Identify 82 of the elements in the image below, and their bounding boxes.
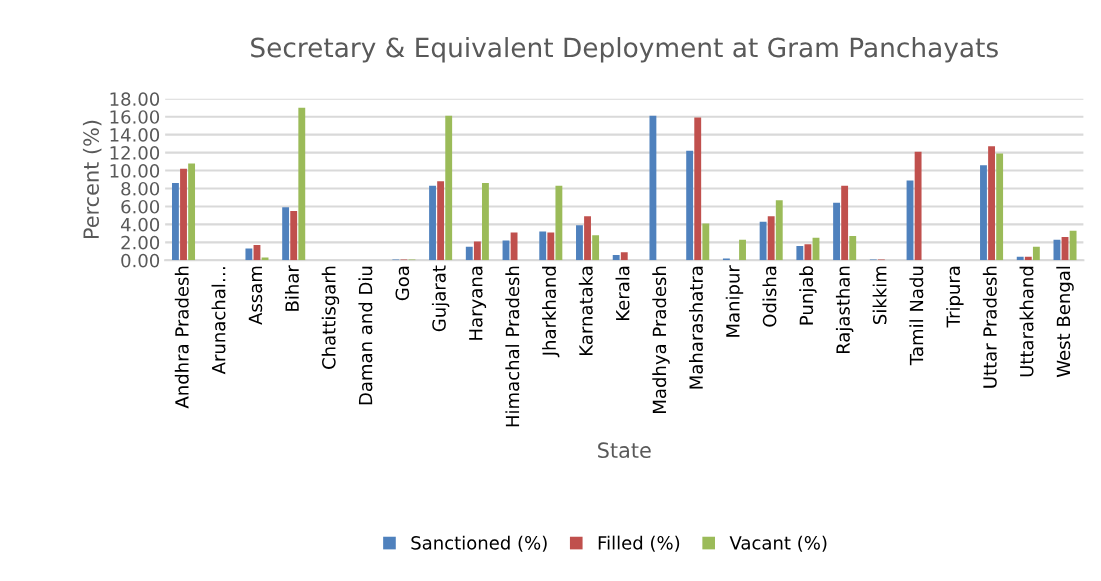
x-tick-label: Assam	[248, 266, 263, 325]
x-tick-label: Daman and Diu	[358, 266, 373, 405]
bar	[245, 248, 253, 261]
x-tick-label: Uttarakhand	[1019, 266, 1034, 377]
bar	[739, 239, 746, 261]
y-tick-label: 16.00	[110, 110, 160, 124]
y-tick-label: 0.00	[121, 253, 160, 268]
bar	[547, 232, 555, 261]
y-tick-label: 8.00	[121, 181, 160, 196]
x-tick-label: Jharkhand	[542, 266, 560, 358]
bar	[576, 225, 583, 261]
x-tick-label: Tamil Nadu	[909, 266, 924, 366]
x-tick-label: Chattisgarh	[321, 266, 340, 369]
bar	[767, 216, 775, 261]
legend-label: Vacant (%)	[729, 535, 827, 552]
bar	[290, 210, 298, 261]
y-tick-label: 4.00	[120, 217, 160, 232]
y-tick-label: 2.00	[121, 235, 160, 250]
bar	[804, 244, 812, 261]
x-tick-label: Gujarat	[431, 265, 450, 332]
bar	[539, 231, 547, 261]
y-tick-label: 14.00	[110, 128, 160, 142]
y-tick-label: 10.00	[110, 164, 160, 178]
x-tick-label: Odisha	[762, 266, 777, 327]
bar	[482, 183, 489, 261]
x-tick-label: Uttar Pradesh	[982, 266, 997, 388]
bar	[694, 117, 702, 261]
x-tick-label: Andhra Pradesh	[174, 266, 189, 409]
bar	[759, 221, 767, 261]
y-axis-title: Percent (%)	[82, 120, 102, 238]
x-tick-label: Kerala	[615, 266, 630, 320]
bar	[437, 181, 445, 261]
bar	[172, 183, 179, 261]
x-tick-label: Punjab	[799, 266, 817, 325]
legend-label: Filled (%)	[598, 535, 680, 552]
x-tick-label: Goa	[395, 266, 410, 301]
bar	[1032, 246, 1040, 261]
bar	[445, 115, 453, 261]
bar	[180, 168, 187, 261]
legend-label: Sanctioned (%)	[411, 535, 547, 552]
y-tick-label: 6.00	[121, 199, 160, 214]
x-tick-label: Tripura	[946, 266, 964, 328]
bar	[510, 232, 518, 261]
bar	[833, 202, 840, 261]
x-tick-label: Maharashatra	[688, 266, 703, 389]
x-tick-label: Bihar	[284, 265, 299, 311]
bar	[686, 150, 694, 261]
bar	[775, 200, 783, 261]
x-tick-label: Arunachal…	[211, 267, 226, 375]
bar	[649, 115, 657, 261]
x-tick-label: Haryana	[469, 266, 487, 340]
bar	[996, 153, 1004, 261]
x-tick-label: Madhya Pradesh	[652, 266, 670, 413]
x-tick-label: Rajasthan	[835, 266, 854, 354]
bar	[282, 207, 290, 261]
bar	[841, 185, 849, 261]
x-tick-label: Himachal Pradesh	[505, 266, 520, 427]
x-tick-label: Manipur	[725, 265, 744, 337]
x-axis-title: State	[598, 442, 651, 459]
bar	[980, 165, 987, 261]
bar	[473, 241, 481, 261]
bar	[988, 146, 995, 261]
bar	[465, 246, 473, 261]
bar	[849, 236, 857, 261]
x-tick-label: Sikkim	[872, 266, 887, 324]
bar	[914, 151, 922, 261]
y-tick-label: 18.00	[110, 92, 160, 106]
x-tick-label: Karnataka	[578, 266, 593, 355]
bar	[592, 235, 600, 261]
bar	[584, 216, 591, 261]
y-tick-label: 12.00	[110, 146, 160, 160]
bar	[188, 163, 196, 261]
bar	[555, 185, 563, 261]
bar	[429, 185, 436, 261]
bar	[1069, 230, 1077, 261]
bar	[702, 223, 710, 261]
chart-title: Secretary & Equivalent Deployment at Gram Panchayats	[251, 37, 998, 63]
bar	[620, 252, 628, 261]
bar	[612, 254, 620, 261]
bar	[796, 245, 804, 261]
x-tick-label: West Bengal	[1056, 266, 1074, 378]
bar	[298, 107, 306, 261]
